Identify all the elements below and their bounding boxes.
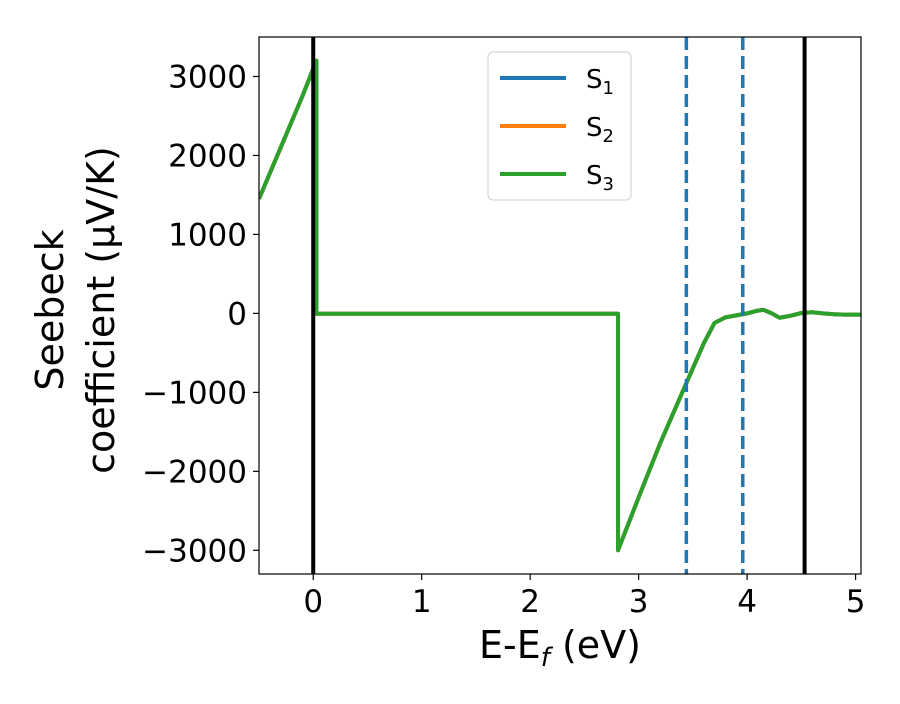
- y-tick-label: −1000: [142, 375, 247, 411]
- legend-label-1: S1: [586, 65, 614, 99]
- legend-label-3: S3: [586, 161, 614, 195]
- reference-lines-layer: [311, 37, 807, 574]
- y-axis-ticks: −3000 −2000 −1000 0 1000 2000 3000: [142, 59, 259, 569]
- y-tick-label: 1000: [168, 217, 247, 253]
- y-tick-label: −3000: [142, 533, 247, 569]
- y-axis-label-line-1: Seebeck: [28, 229, 72, 390]
- plot-frame: [258, 36, 862, 575]
- y-axis-label-line-2: coefficient (μV/K): [79, 146, 123, 474]
- x-tick-label: 1: [412, 584, 432, 620]
- x-tick-label: 5: [846, 584, 866, 620]
- x-tick-label: 2: [520, 584, 540, 620]
- x-axis-label-main: E-E: [479, 623, 541, 667]
- y-tick-label: 0: [227, 296, 247, 332]
- x-tick-label: 3: [629, 584, 649, 620]
- y-tick-label: 3000: [168, 59, 247, 95]
- x-axis-label-unit: (eV): [550, 623, 641, 667]
- y-tick-label: −2000: [142, 454, 247, 490]
- x-axis-label: E-Ef (eV): [479, 623, 641, 673]
- legend: S1 S2 S3: [487, 51, 632, 201]
- x-tick-label: 4: [737, 584, 757, 620]
- x-tick-label: 0: [303, 584, 323, 620]
- legend-items: S1 S2 S3: [500, 65, 614, 195]
- legend-label-2: S2: [586, 113, 614, 147]
- x-axis-ticks: 0 1 2 3 4 5: [303, 574, 865, 620]
- y-tick-label: 2000: [168, 138, 247, 174]
